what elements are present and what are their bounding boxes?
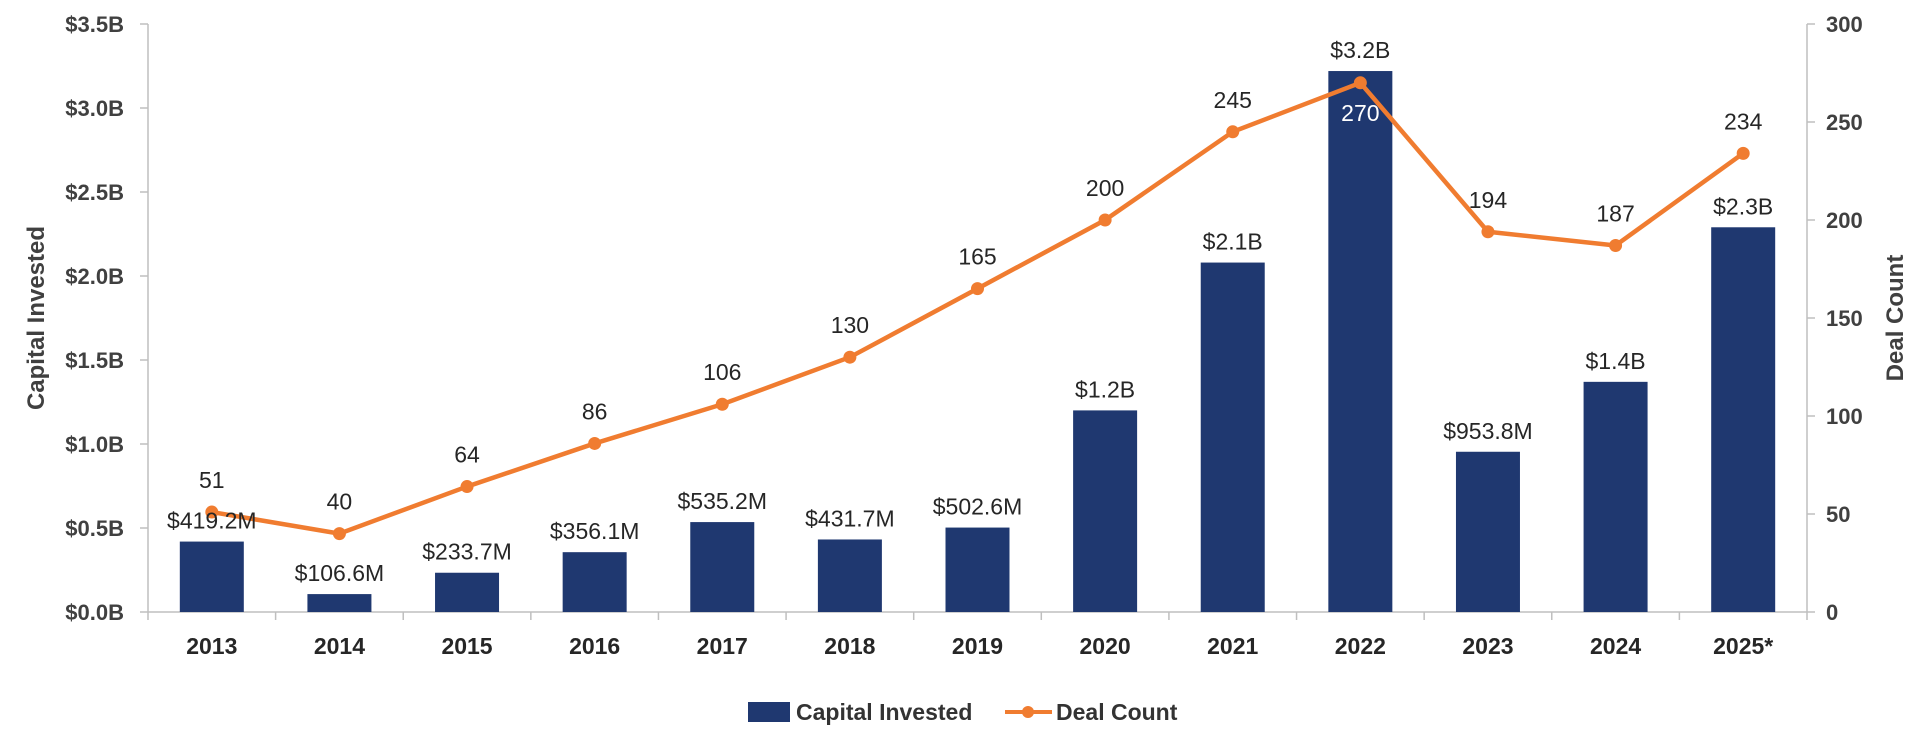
right-tick-label-200: 200 <box>1826 208 1863 233</box>
legend-swatch-capital-invested <box>748 702 790 722</box>
legend-label-capital-invested: Capital Invested <box>796 699 972 725</box>
deal-count-point-2022 <box>1353 76 1367 90</box>
left-tick-label-1-5b: $1.5B <box>65 348 124 373</box>
bar-2015 <box>435 572 500 612</box>
right-axis-title: Deal Count <box>1882 255 1909 382</box>
bar-2016 <box>562 552 627 612</box>
deal-count-point-2017 <box>715 397 729 411</box>
deal-count-point-2015 <box>460 480 474 494</box>
left-tick-label-2-5b: $2.5B <box>65 180 124 205</box>
x-tick-label-2023: 2023 <box>1462 633 1513 659</box>
bar-2014 <box>307 594 372 612</box>
right-axis-ticks: 0 50 100 150 200 250 300 <box>1807 12 1863 625</box>
x-tick-label-2013: 2013 <box>186 633 237 659</box>
deal-count-point-2013 <box>205 505 219 519</box>
deal-count-label-2019: 165 <box>958 244 996 270</box>
bar-2019 <box>945 527 1010 612</box>
right-tick-label-100: 100 <box>1826 404 1863 429</box>
left-tick-label-3-5b: $3.5B <box>65 12 124 37</box>
deal-count-point-2023 <box>1481 225 1495 239</box>
bar-label-2014: $106.6M <box>295 560 385 586</box>
x-tick-label-2024: 2024 <box>1590 633 1641 659</box>
left-tick-label-0-5b: $0.5B <box>65 516 124 541</box>
bar-label-2017: $535.2M <box>678 488 768 514</box>
x-tick-label-2018: 2018 <box>824 633 875 659</box>
left-axis-title: Capital Invested <box>23 226 50 410</box>
bar-2023 <box>1455 451 1520 612</box>
deal-count-label-2017: 106 <box>703 359 741 385</box>
right-tick-label-0: 0 <box>1826 600 1838 625</box>
deal-count-label-2022: 270 <box>1341 100 1379 126</box>
left-tick-label-2-0b: $2.0B <box>65 264 124 289</box>
right-tick-label-50: 50 <box>1826 502 1850 527</box>
deal-count-label-2023: 194 <box>1469 187 1508 213</box>
deal-count-point-2014 <box>332 527 346 541</box>
bar-2013 <box>179 541 244 612</box>
deal-count-label-2021: 245 <box>1214 87 1252 113</box>
right-tick-label-300: 300 <box>1826 12 1863 37</box>
line-series-deal-count <box>205 76 1750 541</box>
bar-label-2019: $502.6M <box>933 494 1023 520</box>
x-axis-ticks: 2013 2014 2015 2016 2017 2018 2019 2020 2021 2022… <box>147 612 1808 659</box>
right-tick-label-250: 250 <box>1826 110 1863 135</box>
deal-count-label-2024: 187 <box>1596 200 1634 226</box>
bar-2024 <box>1583 381 1648 612</box>
left-tick-label-0-0b: $0.0B <box>65 600 124 625</box>
deal-count-label-2013: 51 <box>199 467 225 493</box>
deal-count-point-2020 <box>1098 213 1112 227</box>
legend-swatch-deal-count-marker <box>1022 706 1034 718</box>
deal-count-label-2016: 86 <box>582 398 608 424</box>
bar-label-2013: $419.2M <box>167 508 257 534</box>
left-tick-label-1-0b: $1.0B <box>65 432 124 457</box>
bar-label-2016: $356.1M <box>550 518 640 544</box>
deal-count-point-2016 <box>588 436 602 450</box>
x-tick-label-2022: 2022 <box>1335 633 1386 659</box>
x-tick-label-2021: 2021 <box>1207 633 1258 659</box>
bar-data-labels: $419.2M $106.6M $233.7M $356.1M $535.2M $431.… <box>167 37 1773 586</box>
deal-count-point-2025 <box>1736 146 1750 160</box>
bar-2022 <box>1328 71 1393 613</box>
x-tick-label-2014: 2014 <box>314 633 365 659</box>
bar-label-2023: $953.8M <box>1443 418 1533 444</box>
left-axis-ticks: $0.0B $0.5B $1.0B $1.5B $2.0B $2.5B $3.0B $3.5B <box>65 12 148 625</box>
bar-2025 <box>1711 227 1776 612</box>
bar-2018 <box>817 539 882 612</box>
bar-label-2021: $2.1B <box>1203 229 1263 255</box>
bar-series-capital-invested <box>179 71 1776 613</box>
right-tick-label-150: 150 <box>1826 306 1863 331</box>
bar-2020 <box>1073 410 1138 612</box>
bar-label-2018: $431.7M <box>805 505 895 531</box>
x-tick-label-2017: 2017 <box>697 633 748 659</box>
deal-count-label-2025: 234 <box>1724 108 1763 134</box>
bar-label-2025: $2.3B <box>1713 193 1773 219</box>
deal-count-label-2015: 64 <box>454 442 480 468</box>
line-data-labels: 51 40 64 86 106 130 165 200 245 270 194 187 234 <box>199 87 1763 515</box>
x-tick-label-2016: 2016 <box>569 633 620 659</box>
bar-label-2015: $233.7M <box>422 539 512 565</box>
x-tick-label-2019: 2019 <box>952 633 1003 659</box>
deal-count-point-2021 <box>1226 125 1240 139</box>
deal-count-label-2014: 40 <box>327 489 353 515</box>
x-tick-label-2025: 2025* <box>1713 633 1773 659</box>
deal-count-point-2024 <box>1609 238 1623 252</box>
bar-label-2020: $1.2B <box>1075 376 1135 402</box>
bar-label-2024: $1.4B <box>1586 348 1646 374</box>
deal-count-point-2018 <box>843 350 857 364</box>
deal-count-point-2019 <box>971 282 984 296</box>
bar-label-2022: $3.2B <box>1330 37 1390 63</box>
left-tick-label-3-0b: $3.0B <box>65 96 124 121</box>
deal-count-label-2020: 200 <box>1086 175 1124 201</box>
x-tick-label-2020: 2020 <box>1080 633 1131 659</box>
legend: Capital Invested Deal Count <box>748 699 1178 725</box>
deal-count-label-2018: 130 <box>831 312 869 338</box>
legend-label-deal-count: Deal Count <box>1056 699 1178 725</box>
axes <box>147 24 1808 613</box>
bar-2017 <box>690 522 755 612</box>
x-tick-label-2015: 2015 <box>441 633 492 659</box>
bar-2021 <box>1200 262 1265 612</box>
